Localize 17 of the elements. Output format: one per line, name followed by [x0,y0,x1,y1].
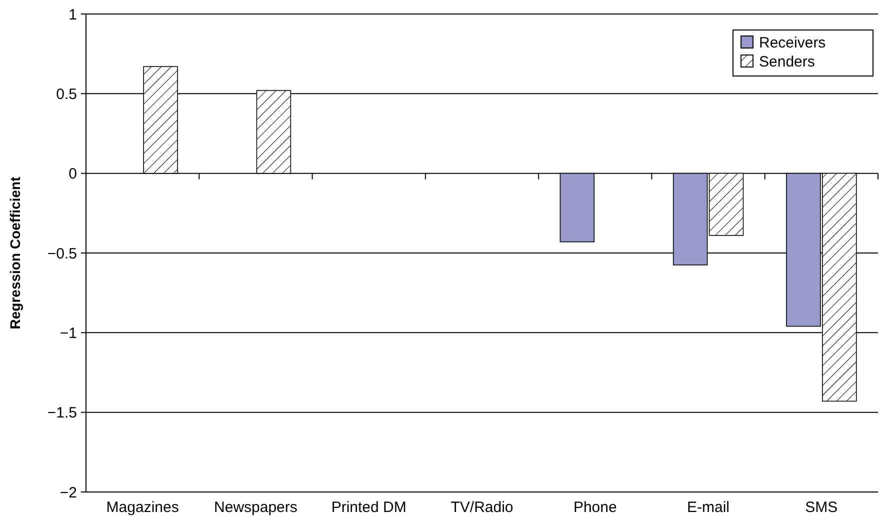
x-tick-label: TV/Radio [450,499,514,516]
y-tick-label: 0 [68,166,77,183]
y-tick-label: 0.5 [56,86,77,103]
y-tick-label: −0.5 [47,245,77,262]
y-tick-label: −1.5 [47,404,77,422]
y-tick-label: −2 [60,484,77,502]
x-tick-label: Magazines [106,499,179,516]
y-axis-title: Regression Coefficient [7,176,23,330]
x-tick-label: SMS [805,499,838,516]
x-tick-label: Printed DM [331,499,406,516]
legend-label: Senders [759,53,815,70]
x-tick-label: Phone [573,499,617,516]
legend-label: Receivers [759,34,826,52]
x-tick-label: Newspapers [214,499,298,516]
y-tick-label: 1 [68,6,77,24]
y-tick-label: −1 [60,324,77,342]
x-tick-label: E-mail [687,499,730,516]
